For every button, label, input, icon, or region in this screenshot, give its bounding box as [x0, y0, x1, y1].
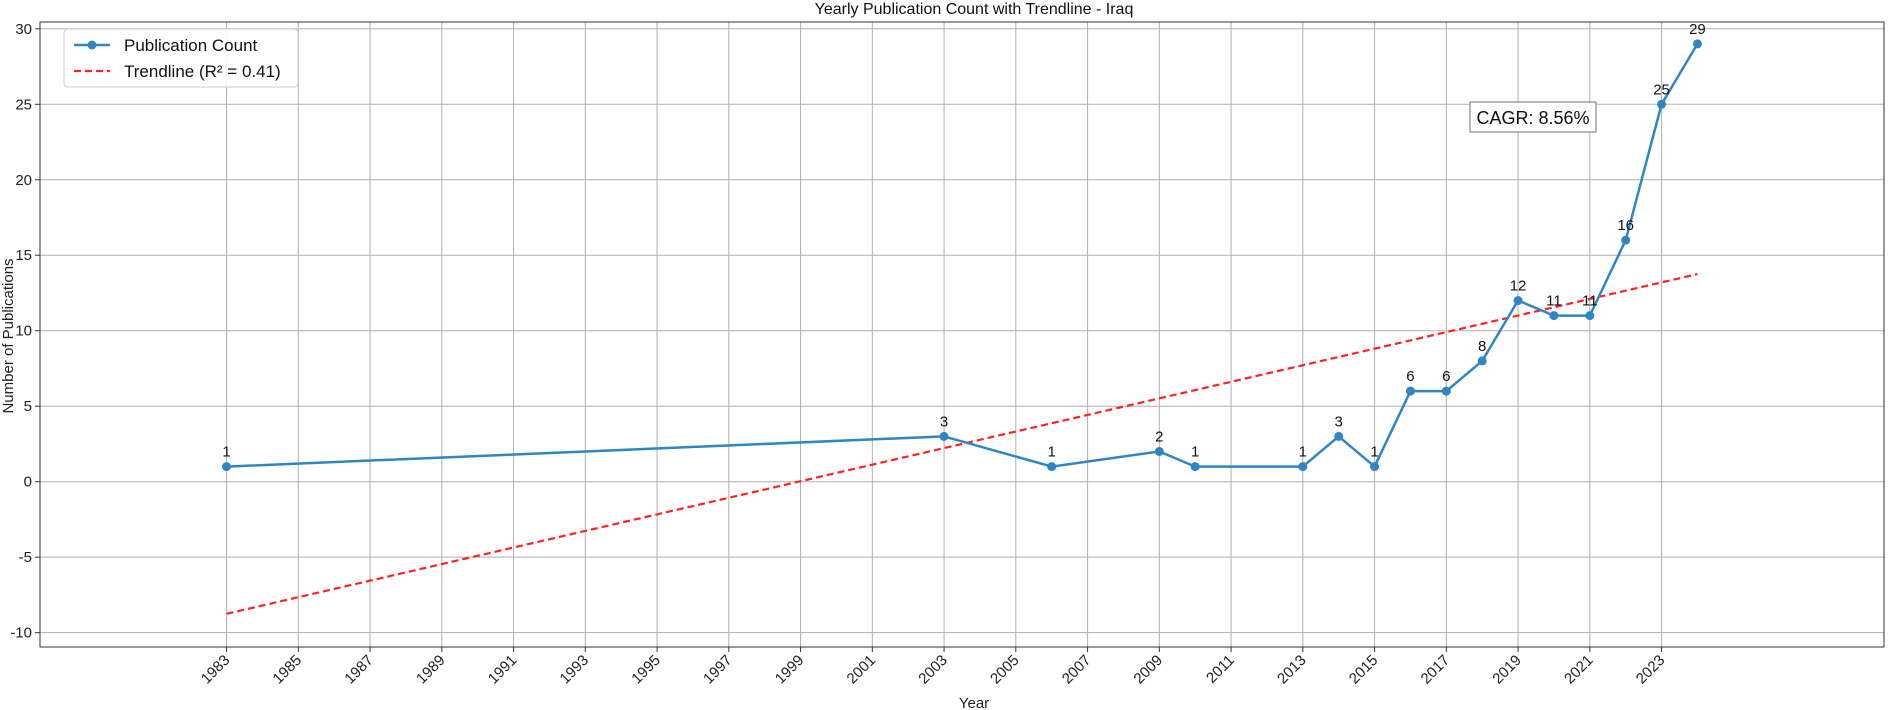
x-tick-label: 2003 [915, 652, 951, 688]
x-tick-label: 2021 [1561, 652, 1597, 688]
y-tick-label: -5 [19, 549, 32, 566]
x-tick-label: 2013 [1274, 652, 1310, 688]
x-tick-label: 1995 [628, 652, 664, 688]
y-tick-label: 10 [15, 323, 32, 340]
chart-title: Yearly Publication Count with Trendline … [815, 1, 1134, 18]
data-label: 8 [1478, 338, 1486, 355]
y-tick-label: 0 [24, 474, 32, 491]
data-point [222, 462, 232, 472]
plot-area [39, 21, 1885, 648]
data-label: 6 [1406, 368, 1414, 385]
data-point [1190, 462, 1200, 472]
legend-marker-publication-count [87, 40, 97, 50]
x-tick-label: 1999 [772, 652, 808, 688]
x-tick-label: 2001 [844, 652, 880, 688]
data-point [939, 431, 949, 441]
y-tick-label: 25 [15, 96, 32, 113]
data-point [1154, 446, 1164, 456]
x-tick-label: 1983 [198, 652, 234, 688]
legend: Publication Count Trendline (R² = 0.41) [63, 28, 299, 88]
data-label: 16 [1617, 217, 1634, 234]
x-tick-label: 2005 [987, 652, 1023, 688]
data-point [1585, 311, 1595, 321]
data-label: 1 [1048, 444, 1056, 461]
data-label: 3 [1335, 413, 1343, 430]
x-tick-label: 2011 [1203, 652, 1238, 687]
y-tick-label: -10 [10, 625, 32, 642]
x-tick-label: 2019 [1489, 652, 1525, 688]
data-label: 25 [1653, 81, 1670, 98]
trendline [226, 273, 1698, 615]
data-point [1657, 99, 1667, 109]
data-point [1549, 311, 1559, 321]
data-point [1298, 462, 1308, 472]
data-point [1405, 386, 1415, 396]
x-tick-label: 2009 [1131, 652, 1167, 688]
x-tick-label: 2015 [1346, 652, 1382, 688]
data-point [1692, 39, 1702, 49]
data-point [1513, 296, 1523, 306]
data-point [1047, 462, 1057, 472]
x-tick-label: 2017 [1418, 652, 1454, 688]
x-tick-label: 2007 [1059, 652, 1095, 688]
x-tick-label: 2023 [1633, 652, 1669, 688]
x-axis-title: Year [959, 695, 989, 710]
data-label: 3 [940, 413, 948, 430]
data-label: 1 [222, 444, 230, 461]
x-tick-label: 1989 [413, 652, 449, 688]
data-label: 29 [1689, 21, 1706, 38]
cagr-box [1469, 101, 1597, 133]
series [222, 39, 1702, 615]
data-label: 11 [1582, 293, 1598, 310]
y-tick-label: 5 [24, 398, 32, 415]
data-point [1621, 235, 1631, 245]
data-label: 2 [1155, 428, 1163, 445]
legend-box [63, 28, 299, 88]
data-point [1370, 462, 1380, 472]
data-label: 11 [1546, 293, 1562, 310]
x-tick-label: 1991 [485, 652, 521, 688]
x-tick-label: 1993 [557, 652, 593, 688]
data-point [1477, 356, 1487, 366]
data-label: 6 [1442, 368, 1450, 385]
y-tick-label: 15 [15, 247, 32, 264]
legend-label-publication-count: Publication Count [124, 36, 258, 55]
x-tick-label: 1987 [341, 652, 377, 688]
x-tick-label: 1985 [270, 652, 306, 688]
data-label: 1 [1299, 444, 1307, 461]
data-label: 12 [1510, 278, 1527, 295]
data-point [1334, 431, 1344, 441]
data-point [1441, 386, 1451, 396]
y-tick-label: 30 [15, 21, 32, 38]
y-tick-label: 20 [15, 172, 32, 189]
cagr-annotation: CAGR: 8.56% [1469, 101, 1597, 133]
legend-label-trendline: Trendline (R² = 0.41) [124, 62, 281, 81]
y-axis-title: Number of Publications [0, 258, 17, 413]
data-label: 1 [1370, 444, 1378, 461]
data-label: 1 [1191, 444, 1199, 461]
cagr-label: CAGR: 8.56% [1476, 108, 1589, 128]
x-tick-label: 1997 [700, 652, 736, 688]
axes: 1983 1985 1987 1989 1991 1993 1995 1997 1999 2001… [10, 21, 1668, 688]
grid [40, 22, 1884, 647]
